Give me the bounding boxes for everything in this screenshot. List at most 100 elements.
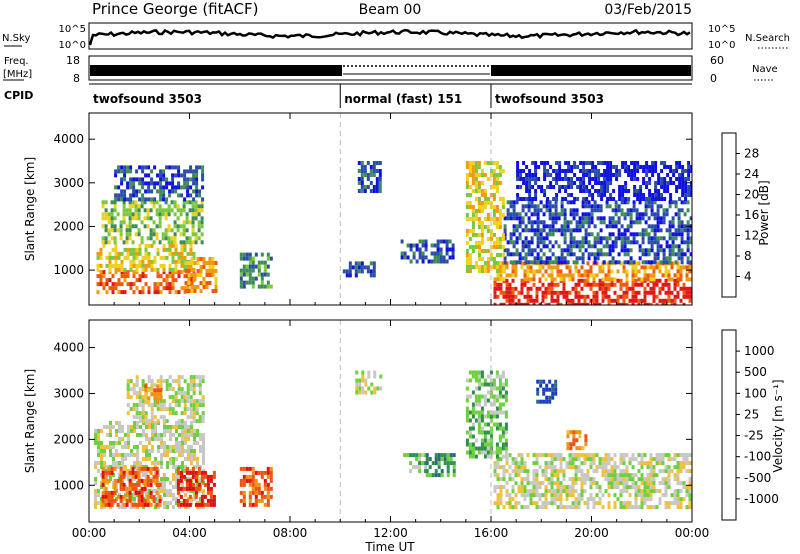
- heatmap-cell: [687, 248, 690, 252]
- heatmap-cell: [358, 169, 361, 173]
- heatmap-cell: [379, 189, 382, 193]
- heatmap-cell: [572, 485, 575, 489]
- heatmap-cell: [608, 295, 611, 299]
- heatmap-cell: [478, 201, 481, 205]
- heatmap-cell: [605, 457, 608, 461]
- heatmap-cell: [644, 497, 647, 501]
- heatmap-cell: [129, 499, 132, 503]
- heatmap-cell: [551, 384, 554, 388]
- heatmap-cell: [578, 283, 581, 287]
- heatmap-cell: [644, 291, 647, 295]
- heatmap-cell: [180, 173, 183, 177]
- heatmap-cell: [141, 185, 144, 189]
- heatmap-cell: [683, 283, 686, 287]
- heatmap-cell: [160, 477, 163, 481]
- heatmap-cell: [560, 497, 563, 501]
- heatmap-cell: [585, 197, 588, 201]
- heatmap-cell: [108, 467, 111, 471]
- heatmap-cell: [557, 485, 560, 489]
- heatmap-cell: [666, 181, 669, 185]
- heatmap-cell: [669, 169, 672, 173]
- heatmap-cell: [255, 483, 258, 487]
- heatmap-cell: [636, 220, 639, 224]
- heatmap-cell: [159, 208, 162, 212]
- heatmap-cell: [537, 165, 540, 169]
- heatmap-cell: [597, 181, 600, 185]
- cpid-segment-label: normal (fast) 151: [344, 92, 462, 106]
- heatmap-cell: [609, 248, 612, 252]
- heatmap-cell: [650, 469, 653, 473]
- heatmap-cell: [196, 457, 199, 461]
- heatmap-cell: [126, 487, 129, 491]
- heatmap-cell: [472, 169, 475, 173]
- heatmap-cell: [105, 495, 108, 499]
- heatmap-cell: [168, 236, 171, 240]
- heatmap-cell: [472, 213, 475, 217]
- heatmap-cell: [243, 491, 246, 495]
- heatmap-cell: [192, 228, 195, 232]
- heatmap-cell: [246, 257, 249, 261]
- heatmap-cell: [551, 269, 554, 273]
- heatmap-cell: [608, 493, 611, 497]
- heatmap-cell: [626, 269, 629, 273]
- heatmap-cell: [130, 407, 133, 411]
- heatmap-cell: [614, 505, 617, 509]
- heatmap-cell: [629, 501, 632, 505]
- heatmap-cell: [102, 216, 105, 220]
- heatmap-cell: [97, 441, 100, 445]
- heatmap-cell: [472, 225, 475, 229]
- heatmap-cell: [539, 505, 542, 509]
- heatmap-cell: [650, 473, 653, 477]
- heatmap-cell: [612, 244, 615, 248]
- heatmap-cell: [680, 497, 683, 501]
- heatmap-cell: [582, 173, 585, 177]
- heatmap-cell: [481, 189, 484, 193]
- heatmap-cell: [639, 193, 642, 197]
- heatmap-cell: [209, 281, 212, 285]
- heatmap-cell: [689, 469, 692, 473]
- heatmap-cell: [130, 252, 133, 256]
- heatmap-cell: [648, 165, 651, 169]
- heatmap-cell: [564, 232, 567, 236]
- heatmap-cell: [585, 173, 588, 177]
- heatmap-cell: [148, 437, 151, 441]
- heatmap-cell: [612, 220, 615, 224]
- heatmap-cell: [500, 501, 503, 505]
- heatmap-cell: [133, 290, 136, 294]
- heatmap-cell: [466, 443, 469, 447]
- heatmap-cell: [534, 197, 537, 201]
- heatmap-cell: [617, 477, 620, 481]
- heatmap-cell: [644, 295, 647, 299]
- heatmap-cell: [600, 252, 603, 256]
- heatmap-cell: [648, 177, 651, 181]
- heatmap-cell: [142, 264, 145, 268]
- heatmap-cell: [210, 503, 213, 507]
- heatmap-cell: [600, 216, 603, 220]
- heatmap-cell: [198, 503, 201, 507]
- heatmap-cell: [187, 387, 190, 391]
- heatmap-cell: [615, 224, 618, 228]
- heatmap-cell: [680, 299, 683, 303]
- heatmap-cell: [555, 161, 558, 165]
- heatmap-cell: [536, 380, 539, 384]
- heatmap-cell: [108, 491, 111, 495]
- heatmap-cell: [138, 491, 141, 495]
- heatmap-cell: [102, 471, 105, 475]
- heatmap-cell: [505, 399, 508, 403]
- heatmap-cell: [496, 443, 499, 447]
- heatmap-cell: [687, 185, 690, 189]
- heatmap-cell: [570, 169, 573, 173]
- heatmap-cell: [591, 244, 594, 248]
- heatmap-cell: [105, 479, 108, 483]
- heatmap-cell: [624, 169, 627, 173]
- heatmap-cell: [118, 282, 121, 286]
- heatmap-cell: [581, 477, 584, 481]
- heatmap-cell: [246, 475, 249, 479]
- heatmap-cell: [602, 291, 605, 295]
- heatmap-cell: [162, 232, 165, 236]
- heatmap-cell: [206, 269, 209, 273]
- heatmap-cell: [575, 291, 578, 295]
- heatmap-cell: [160, 453, 163, 457]
- heatmap-cell: [184, 441, 187, 445]
- heatmap-cell: [148, 453, 151, 457]
